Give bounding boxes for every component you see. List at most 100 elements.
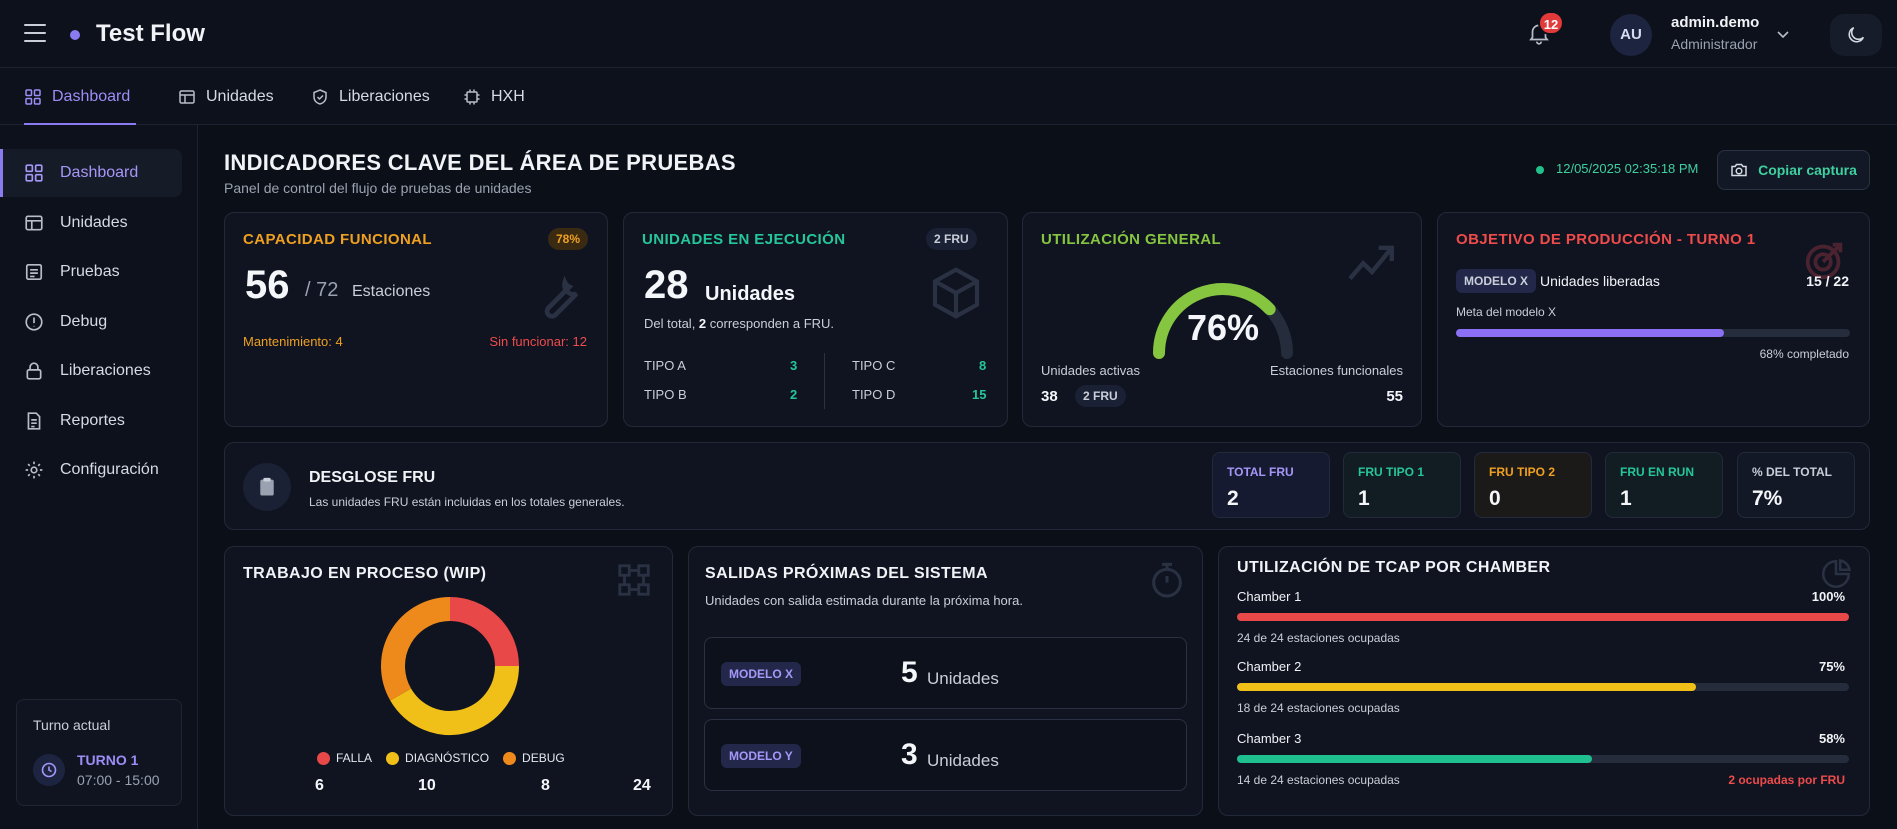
card-title: OBJETIVO DE PRODUCCIÓN - TURNO 1 xyxy=(1456,231,1756,248)
card-title: UTILIZACIÓN GENERAL xyxy=(1041,231,1222,248)
exit-value: 3 xyxy=(901,738,918,771)
type-label: TIPO B xyxy=(644,387,687,402)
fru-badge: 2 FRU xyxy=(926,228,977,250)
menu-icon[interactable] xyxy=(24,24,46,42)
lock-icon xyxy=(26,362,42,380)
donut-slice-falla xyxy=(449,597,519,667)
divider xyxy=(824,353,825,409)
capacity-total: / 72 xyxy=(305,279,339,301)
legend-label: DEBUG xyxy=(522,751,565,765)
chamber-bar-track xyxy=(1237,683,1849,691)
tab-label: HXH xyxy=(491,87,525,105)
released-label: Unidades liberadas xyxy=(1540,273,1660,289)
shift-title: Turno actual xyxy=(33,717,111,733)
table-icon xyxy=(179,89,195,104)
page-title: INDICADORES CLAVE DEL ÁREA DE PRUEBAS xyxy=(224,150,736,175)
released-count: 15 / 22 xyxy=(1806,273,1849,289)
capacity-card: CAPACIDAD FUNCIONAL 78% 56 / 72 Estacion… xyxy=(224,212,608,427)
user-name: admin.demo xyxy=(1671,14,1760,31)
moon-icon xyxy=(1848,26,1865,43)
sidebar-item-dashboard[interactable]: Dashboard xyxy=(0,149,182,197)
fru-title: DESGLOSE FRU xyxy=(309,469,436,486)
sidebar-item-label: Liberaciones xyxy=(60,362,151,379)
maintenance-count: Mantenimiento: 4 xyxy=(243,334,343,349)
running-value: 28 xyxy=(644,263,689,307)
fru-note-prefix: Del total, xyxy=(644,316,699,331)
chevron-down-icon[interactable] xyxy=(1775,26,1791,42)
fru-stat-value: 0 xyxy=(1489,487,1501,510)
goal-label: Meta del modelo X xyxy=(1456,305,1557,319)
sidebar-item-pruebas[interactable]: Pruebas xyxy=(0,248,182,296)
trend-up-icon xyxy=(1348,245,1394,281)
sidebar-item-liberaciones[interactable]: Liberaciones xyxy=(0,347,182,395)
exit-row[interactable]: MODELO X 5 Unidades xyxy=(704,637,1187,709)
sidebar-item-label: Debug xyxy=(60,313,108,330)
type-label: TIPO C xyxy=(852,358,896,373)
chamber-note: 2 ocupadas por FRU xyxy=(1728,773,1845,787)
clipboard-icon xyxy=(260,477,274,496)
card-title: UNIDADES EN EJECUCIÓN xyxy=(642,231,846,248)
clipboard-icon xyxy=(25,263,43,281)
type-value: 15 xyxy=(972,387,987,402)
legend-value: 6 xyxy=(315,777,324,794)
sidebar-item-label: Configuración xyxy=(60,461,159,478)
app-title: Test Flow xyxy=(96,20,205,47)
fru-subtitle: Las unidades FRU están incluidas en los … xyxy=(309,495,625,509)
exit-unit: Unidades xyxy=(927,751,999,770)
fru-stat-value: 2 xyxy=(1227,487,1239,510)
card-title: SALIDAS PRÓXIMAS DEL SISTEMA xyxy=(705,565,988,582)
fru-stat-label: FRU EN RUN xyxy=(1620,465,1694,479)
production-target-card: OBJETIVO DE PRODUCCIÓN - TURNO 1 MODELO … xyxy=(1437,212,1870,427)
active-units-label: Unidades activas xyxy=(1041,363,1140,378)
sidebar-item-reportes[interactable]: Reportes xyxy=(0,397,182,445)
capacity-badge: 78% xyxy=(548,228,589,250)
camera-icon xyxy=(1731,163,1747,177)
sidebar-item-configuracion[interactable]: Configuración xyxy=(0,446,182,494)
tab-unidades[interactable]: Unidades xyxy=(178,68,274,125)
chamber-bar-fill xyxy=(1237,755,1592,763)
tab-label: Unidades xyxy=(206,87,274,105)
sidebar-item-label: Reportes xyxy=(60,412,125,429)
sidebar-item-label: Pruebas xyxy=(60,263,120,280)
chamber-percent: 58% xyxy=(1818,731,1845,746)
active-units-value: 38 xyxy=(1041,388,1058,405)
copy-capture-label: Copiar captura xyxy=(1758,162,1857,178)
sidebar: Dashboard Unidades Pruebas Debug Liberac… xyxy=(0,125,198,829)
theme-toggle-button[interactable] xyxy=(1830,14,1882,56)
wip-total: 24 xyxy=(633,777,651,794)
sidebar-item-debug[interactable]: Debug xyxy=(0,298,182,346)
stations-label: Estaciones funcionales xyxy=(1270,363,1403,378)
legend-debug: DEBUG xyxy=(503,751,565,765)
chamber-bar-track xyxy=(1237,613,1849,621)
production-progress-track xyxy=(1456,329,1850,337)
badge-icon xyxy=(313,88,327,105)
clock-icon xyxy=(33,754,65,786)
legend-diagnostico: DIAGNÓSTICO xyxy=(386,751,489,765)
avatar[interactable]: AU xyxy=(1610,14,1652,56)
fru-stat-value: 7% xyxy=(1752,487,1783,510)
chamber-bar-track xyxy=(1237,755,1849,763)
wip-donut xyxy=(381,597,519,735)
tab-hxh[interactable]: HXH xyxy=(463,68,525,125)
chamber-percent: 75% xyxy=(1818,659,1845,674)
type-value: 8 xyxy=(979,358,987,373)
chamber-detail: 24 de 24 estaciones ocupadas xyxy=(1237,631,1400,645)
exit-row[interactable]: MODELO Y 3 Unidades xyxy=(704,719,1187,791)
fru-breakdown-card: DESGLOSE FRU Las unidades FRU están incl… xyxy=(224,442,1870,530)
wip-card: TRABAJO EN PROCESO (WIP) FALLA DIAGNÓSTI… xyxy=(224,546,673,816)
type-value: 3 xyxy=(790,358,798,373)
fru-note-count: 2 xyxy=(698,316,707,331)
sidebar-item-unidades[interactable]: Unidades xyxy=(0,199,182,247)
document-icon xyxy=(27,412,41,430)
fru-note-suffix: corresponden a FRU. xyxy=(706,316,835,331)
exit-unit: Unidades xyxy=(927,669,999,688)
sidebar-item-label: Dashboard xyxy=(60,164,139,181)
legend-value: 8 xyxy=(541,777,550,794)
type-label: TIPO D xyxy=(852,387,896,402)
legend-label: DIAGNÓSTICO xyxy=(405,751,490,765)
tab-liberaciones[interactable]: Liberaciones xyxy=(311,68,430,125)
tab-dashboard[interactable]: Dashboard xyxy=(24,68,136,125)
copy-capture-button[interactable]: Copiar captura xyxy=(1717,150,1870,190)
donut-slice-diagnóstico xyxy=(390,665,519,735)
progress-label: 68% completado xyxy=(1759,347,1849,361)
